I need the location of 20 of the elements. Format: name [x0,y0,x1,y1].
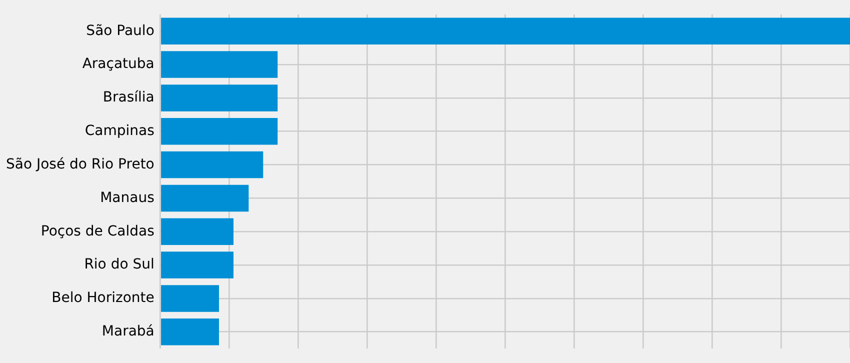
bar [161,18,850,44]
y-tick-label: Rio do Sul [84,256,154,273]
y-tick-label: Marabá [102,324,154,340]
bar [161,252,234,278]
y-tick-label: Brasília [102,90,154,106]
bar [161,84,278,112]
bar [161,151,264,178]
bar [161,285,219,312]
y-tick-label: Poços de Caldas [40,223,154,240]
y-tick-label: Manaus [100,190,154,206]
bar [161,184,249,212]
y-tick-label: Campinas [84,123,154,140]
bar [161,218,234,245]
bar [161,51,278,78]
y-tick-label: São José do Rio Preto [6,156,154,172]
y-tick-label: Araçatuba [82,56,154,72]
bar [161,118,278,145]
y-tick-label: Belo Horizonte [52,290,154,306]
bar [161,318,219,346]
y-tick-label: São Paulo [86,22,154,39]
